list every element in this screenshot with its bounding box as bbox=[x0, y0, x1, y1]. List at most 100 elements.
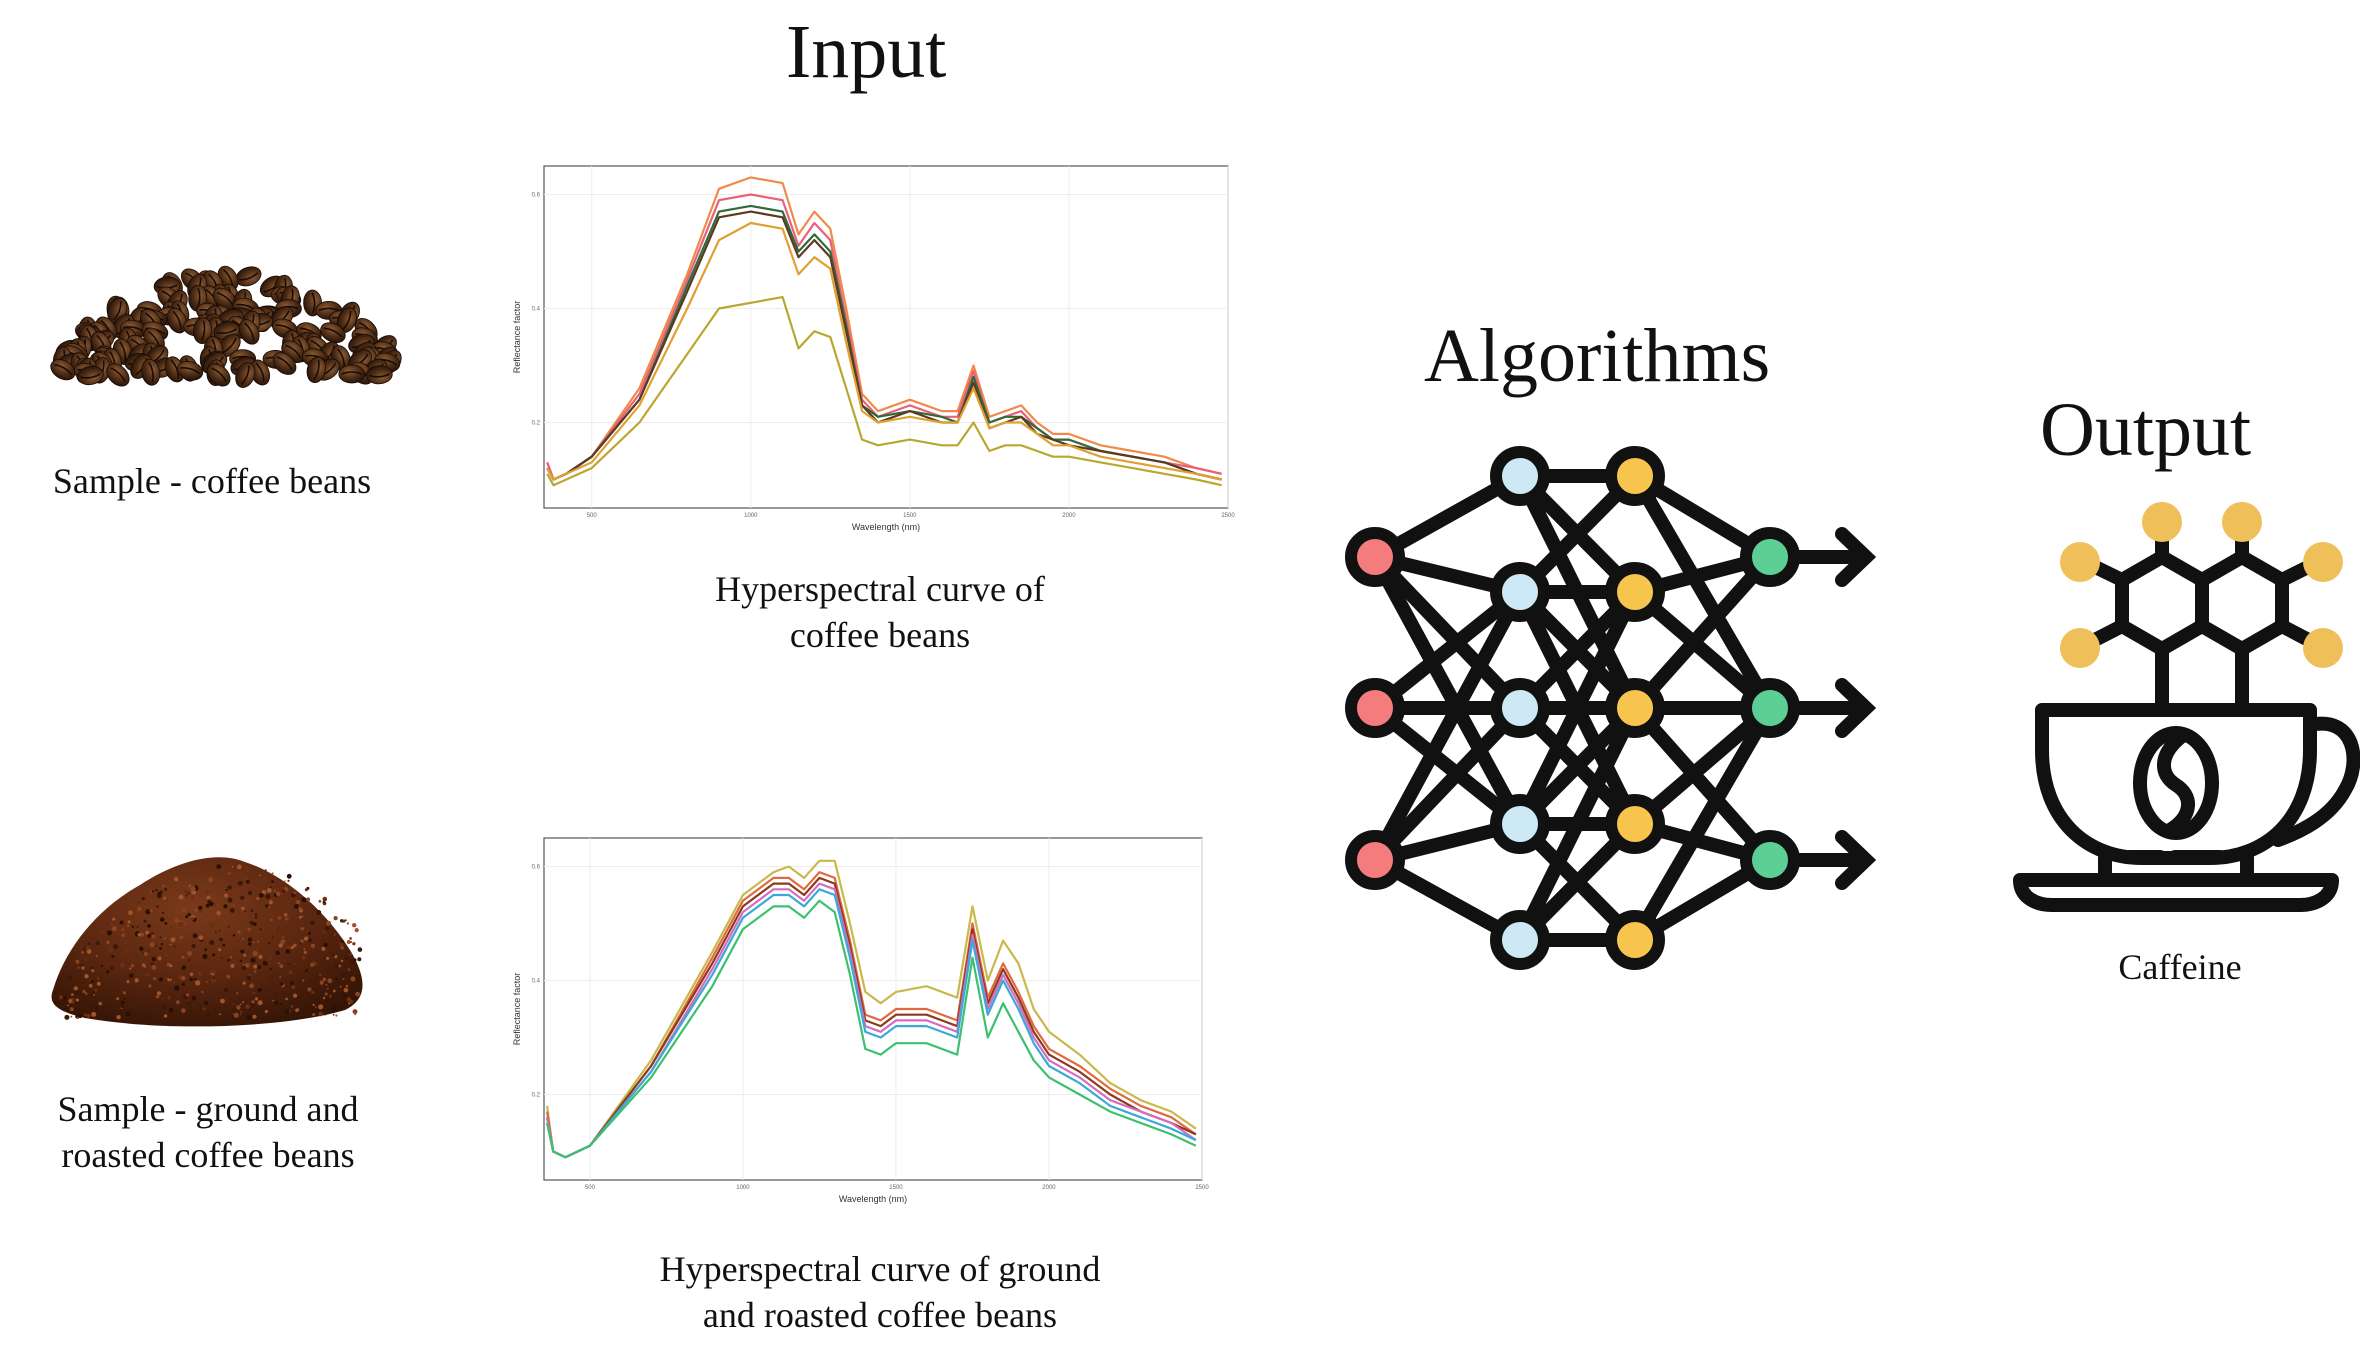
coffee-grain bbox=[183, 889, 189, 894]
coffee-grain bbox=[106, 940, 110, 945]
coffee-grain bbox=[254, 913, 258, 916]
coffee-grain bbox=[240, 1010, 243, 1014]
coffee-grain bbox=[248, 982, 251, 985]
coffee-grain bbox=[158, 977, 164, 982]
coffee-grain bbox=[73, 986, 78, 991]
coffee-grain bbox=[342, 919, 346, 923]
spectral-series-4 bbox=[546, 882, 1197, 1159]
coffee-grain bbox=[164, 937, 167, 940]
coffee-grain bbox=[335, 1014, 338, 1017]
coffee-grain bbox=[202, 953, 208, 960]
coffee-bean bbox=[77, 365, 104, 386]
coffee-grain bbox=[111, 955, 115, 958]
coffee-grain bbox=[339, 942, 344, 947]
coffee-bean bbox=[320, 322, 346, 343]
coffee-grain bbox=[219, 1013, 222, 1016]
coffee-grain bbox=[341, 940, 344, 943]
coffee-grain bbox=[319, 980, 324, 985]
coffee-grain bbox=[147, 924, 151, 928]
coffee-grain bbox=[326, 987, 329, 990]
ground-coffee-caption: Sample - ground and roasted coffee beans bbox=[8, 1086, 408, 1178]
coffee-grain bbox=[136, 925, 139, 928]
coffee-grain bbox=[276, 929, 279, 931]
coffee-grain bbox=[195, 980, 201, 986]
coffee-grain bbox=[190, 1005, 193, 1008]
coffee-grain bbox=[127, 920, 131, 924]
coffee-grain bbox=[204, 889, 209, 895]
coffee-grain bbox=[271, 872, 274, 875]
coffee-grain bbox=[143, 919, 147, 923]
coffee-grain bbox=[92, 1003, 97, 1008]
coffee-grain bbox=[257, 1000, 263, 1006]
coffee-grain bbox=[325, 984, 328, 986]
coffee-grain bbox=[219, 937, 223, 942]
coffee-grain bbox=[244, 910, 247, 913]
coffee-grain bbox=[335, 977, 339, 981]
coffee-grain bbox=[142, 1015, 148, 1021]
coffee-grain bbox=[338, 964, 342, 968]
coffee-grain bbox=[187, 951, 193, 957]
coffee-grain bbox=[95, 941, 100, 946]
ground-coffee-caption-line1: Sample - ground and bbox=[57, 1089, 359, 1129]
coffee-grain bbox=[332, 953, 336, 957]
coffee-grain bbox=[129, 973, 134, 978]
coffee-grain bbox=[185, 915, 189, 919]
coffee-grain bbox=[187, 912, 191, 917]
coffee-grain bbox=[226, 974, 231, 979]
coffee-grain bbox=[170, 937, 176, 943]
coffee-grain bbox=[191, 995, 197, 1001]
coffee-grain bbox=[245, 1004, 250, 1009]
coffee-grain bbox=[162, 1005, 167, 1010]
coffee-grain bbox=[144, 965, 147, 968]
x-tick-label: 2000 bbox=[1062, 513, 1076, 519]
coffee-grain bbox=[342, 993, 346, 997]
coffee-grain bbox=[67, 975, 72, 980]
coffee-grain bbox=[125, 949, 129, 953]
coffee-grain bbox=[346, 940, 351, 944]
coffee-grain bbox=[151, 934, 156, 939]
coffee-grain bbox=[216, 870, 220, 873]
coffee-grain bbox=[242, 981, 246, 985]
coffee-grain bbox=[275, 891, 281, 897]
x-tick-label: 2500 bbox=[1221, 513, 1235, 519]
coffee-grain bbox=[250, 957, 256, 963]
coffee-grain bbox=[163, 896, 167, 900]
coffee-grain bbox=[303, 950, 307, 954]
coffee-grain bbox=[178, 921, 184, 927]
coffee-grain bbox=[249, 920, 254, 925]
coffee-grain bbox=[287, 879, 290, 882]
coffee-grain bbox=[354, 928, 359, 933]
coffee-grain bbox=[279, 964, 284, 968]
coffee-grain bbox=[239, 959, 242, 962]
coffee-grain bbox=[241, 906, 245, 911]
coffee-grain bbox=[200, 1008, 202, 1011]
coffee-grain bbox=[318, 1011, 323, 1017]
coffee-grain bbox=[280, 939, 286, 944]
coffee-grain bbox=[357, 947, 363, 952]
coffee-grain bbox=[298, 915, 302, 919]
coffee-grain bbox=[193, 939, 198, 944]
coffee-grain bbox=[318, 1004, 324, 1010]
coffee-grain bbox=[223, 904, 228, 909]
coffee-beans-caption: Sample - coffee beans bbox=[52, 461, 372, 501]
spectral-series-5 bbox=[546, 221, 1222, 481]
coffee-grain bbox=[98, 1001, 102, 1006]
coffee-grain bbox=[233, 940, 236, 943]
coffee-grain bbox=[210, 970, 215, 974]
coffee-grain bbox=[246, 879, 250, 884]
coffee-grain bbox=[195, 885, 198, 887]
coffee-grain bbox=[282, 889, 286, 893]
coffee-grain bbox=[233, 1007, 236, 1011]
coffee-grain bbox=[267, 942, 270, 945]
coffee-grain bbox=[285, 949, 291, 954]
coffee-grain bbox=[218, 948, 222, 952]
coffee-grain bbox=[164, 887, 167, 891]
coffee-grain bbox=[192, 933, 198, 939]
y-tick-label: 0.2 bbox=[532, 1093, 541, 1099]
coffee-grain bbox=[274, 993, 276, 995]
spectral-series-1 bbox=[546, 859, 1197, 1159]
coffee-grain bbox=[87, 942, 90, 945]
x-tick-label: 2000 bbox=[1042, 1185, 1056, 1191]
coffee-grain bbox=[207, 899, 211, 904]
coffee-grain bbox=[240, 895, 245, 900]
